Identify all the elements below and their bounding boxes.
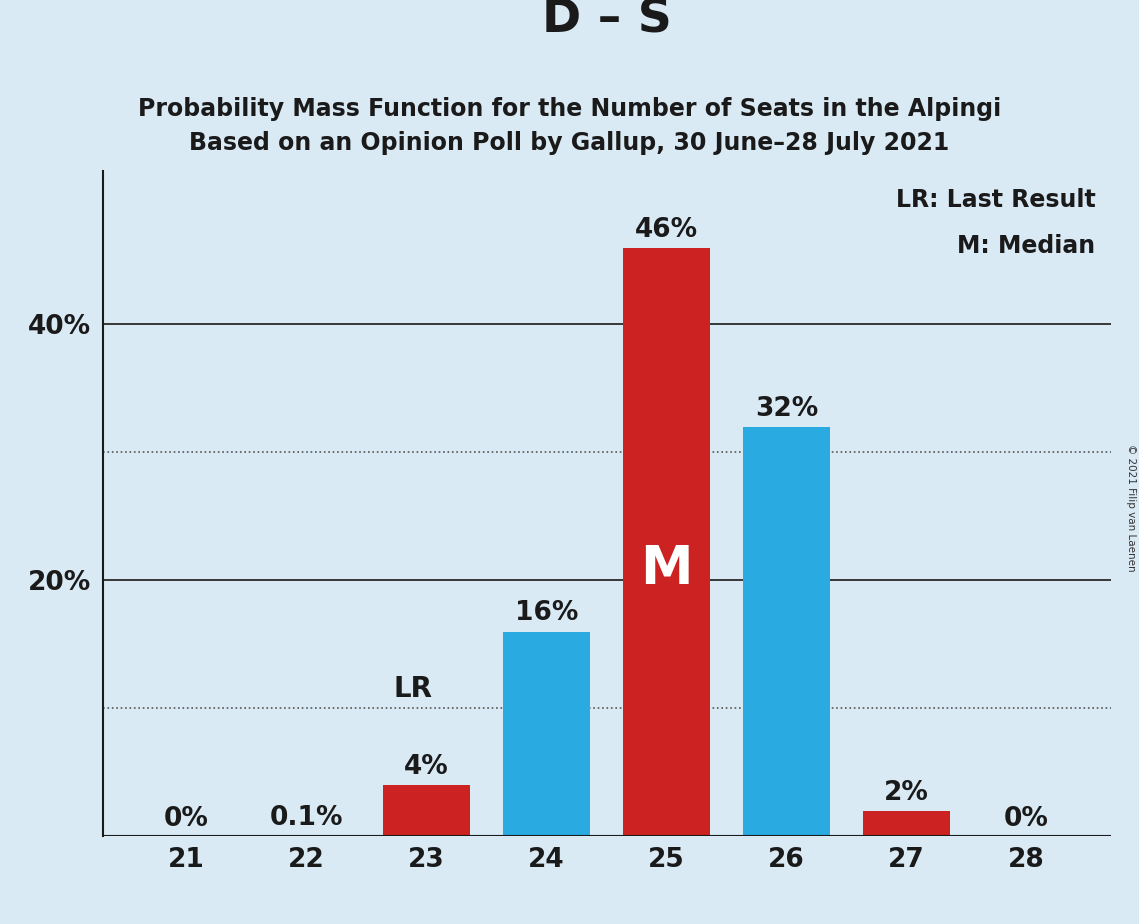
Bar (384, 785, 469, 836)
Text: 0%: 0% (164, 807, 208, 833)
Bar (863, 810, 950, 836)
Text: M: Median: M: Median (957, 234, 1096, 258)
Text: 32%: 32% (755, 395, 818, 421)
Text: 0.1%: 0.1% (270, 805, 343, 831)
Text: 0%: 0% (1005, 807, 1049, 833)
Bar (623, 248, 710, 836)
Title: D – S: D – S (541, 0, 672, 43)
Text: 4%: 4% (404, 754, 449, 780)
Bar (263, 835, 350, 836)
Text: 46%: 46% (634, 216, 698, 243)
Text: Probability Mass Function for the Number of Seats in the Alpingi: Probability Mass Function for the Number… (138, 97, 1001, 121)
Bar (744, 427, 829, 836)
Bar (503, 631, 590, 836)
Text: LR: LR (393, 675, 433, 703)
Text: 16%: 16% (515, 601, 579, 626)
Text: © 2021 Filip van Laenen: © 2021 Filip van Laenen (1126, 444, 1136, 572)
Text: M: M (640, 542, 693, 595)
Text: Based on an Opinion Poll by Gallup, 30 June–28 July 2021: Based on an Opinion Poll by Gallup, 30 J… (189, 131, 950, 155)
Text: 2%: 2% (884, 780, 929, 806)
Text: LR: Last Result: LR: Last Result (895, 188, 1096, 212)
